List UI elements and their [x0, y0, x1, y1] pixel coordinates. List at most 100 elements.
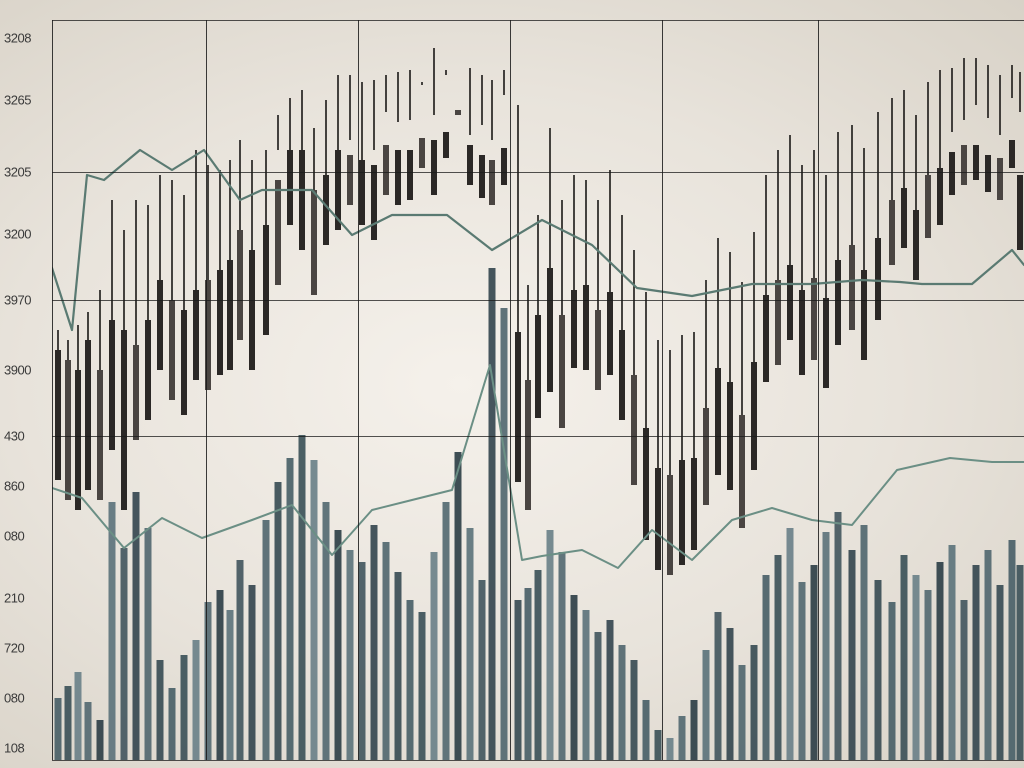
candle-body: [455, 110, 461, 115]
candle-body: [157, 280, 163, 370]
volume-bar: [997, 585, 1004, 760]
grid-line-vertical: [510, 20, 511, 760]
candle-body: [443, 132, 449, 158]
volume-bar: [443, 502, 450, 760]
volume-bar: [799, 582, 806, 760]
candle-body: [263, 225, 269, 335]
y-axis-label: 3208: [4, 31, 31, 46]
y-axis-label: 720: [4, 641, 24, 656]
volume-bar: [407, 600, 414, 760]
candle-body: [861, 270, 867, 360]
volume-bar: [875, 580, 882, 760]
candle-body: [431, 140, 437, 195]
volume-bar: [787, 528, 794, 760]
volume-bar: [535, 570, 542, 760]
candle-body: [823, 298, 829, 388]
candle-body: [169, 300, 175, 400]
volume-bar: [65, 686, 72, 760]
grid-line-vertical: [358, 20, 359, 760]
volume-bar: [145, 528, 152, 760]
volume-bar: [85, 702, 92, 760]
candle-body: [751, 362, 757, 470]
grid-line-vertical: [818, 20, 819, 760]
candle-body: [775, 280, 781, 365]
candle-body: [383, 145, 389, 195]
volume-bar: [913, 575, 920, 760]
candle-body: [703, 408, 709, 505]
volume-bar: [121, 548, 128, 760]
volume-bar: [263, 520, 270, 760]
candle-body: [227, 260, 233, 370]
volume-bar: [607, 620, 614, 760]
candle-body: [679, 460, 685, 565]
candle-body: [121, 330, 127, 510]
y-axis-label: 3970: [4, 293, 31, 308]
candle-body: [359, 160, 365, 225]
y-axis-label: 430: [4, 429, 24, 444]
candle-body: [875, 238, 881, 320]
candle-body: [407, 150, 413, 200]
candle-body: [571, 290, 577, 368]
volume-bar: [823, 532, 830, 760]
volume-bar: [525, 588, 532, 760]
volume-bar: [227, 610, 234, 760]
y-axis-label: 3205: [4, 165, 31, 180]
candle-body: [275, 180, 281, 285]
candle-body: [109, 320, 115, 450]
volume-bar: [359, 562, 366, 760]
grid-line-vertical: [662, 20, 663, 760]
candle-body: [799, 290, 805, 375]
y-axis-label: 080: [4, 691, 24, 706]
candle-body: [515, 332, 521, 482]
candle-body: [889, 200, 895, 265]
plot-area: [52, 20, 1024, 760]
candle-body: [249, 250, 255, 370]
candle-body: [763, 295, 769, 382]
candle-body: [997, 158, 1003, 200]
candle-body: [467, 145, 473, 185]
volume-bar: [455, 452, 462, 760]
candle-body: [75, 370, 81, 510]
volume-bar: [347, 550, 354, 760]
volume-bar: [643, 700, 650, 760]
candle-body: [643, 428, 649, 540]
candle-body: [479, 155, 485, 198]
grid-line-horizontal: [52, 172, 1024, 173]
candle-body: [299, 150, 305, 250]
volume-bar: [727, 628, 734, 760]
volume-bar: [925, 590, 932, 760]
candle-body: [691, 458, 697, 550]
volume-bar: [547, 530, 554, 760]
candle-body: [913, 210, 919, 280]
candle-body: [287, 150, 293, 225]
volume-bar: [419, 612, 426, 760]
candle-body: [849, 245, 855, 330]
candle-body: [395, 150, 401, 205]
grid-line-horizontal: [52, 20, 1024, 21]
candle-body: [181, 310, 187, 415]
volume-bar: [275, 482, 282, 760]
volume-bar: [985, 550, 992, 760]
volume-bar: [479, 580, 486, 760]
y-axis-label: 3265: [4, 93, 31, 108]
volume-bar: [691, 700, 698, 760]
y-axis-label: 108: [4, 741, 24, 756]
volume-bar: [583, 610, 590, 760]
candle-body: [559, 315, 565, 428]
volume-bar: [949, 545, 956, 760]
volume-bar: [169, 688, 176, 760]
candle-body: [667, 475, 673, 575]
volume-bar: [237, 560, 244, 760]
volume-bar: [901, 555, 908, 760]
candle-body: [835, 260, 841, 345]
volume-bar: [467, 528, 474, 760]
volume-bar: [1017, 565, 1024, 760]
volume-bar: [395, 572, 402, 760]
volume-bar: [515, 600, 522, 760]
candle-body: [97, 370, 103, 500]
volume-bar: [157, 660, 164, 760]
candle-body: [323, 175, 329, 245]
volume-bar: [501, 308, 508, 760]
candle-body: [193, 290, 199, 380]
candle-body: [949, 152, 955, 195]
